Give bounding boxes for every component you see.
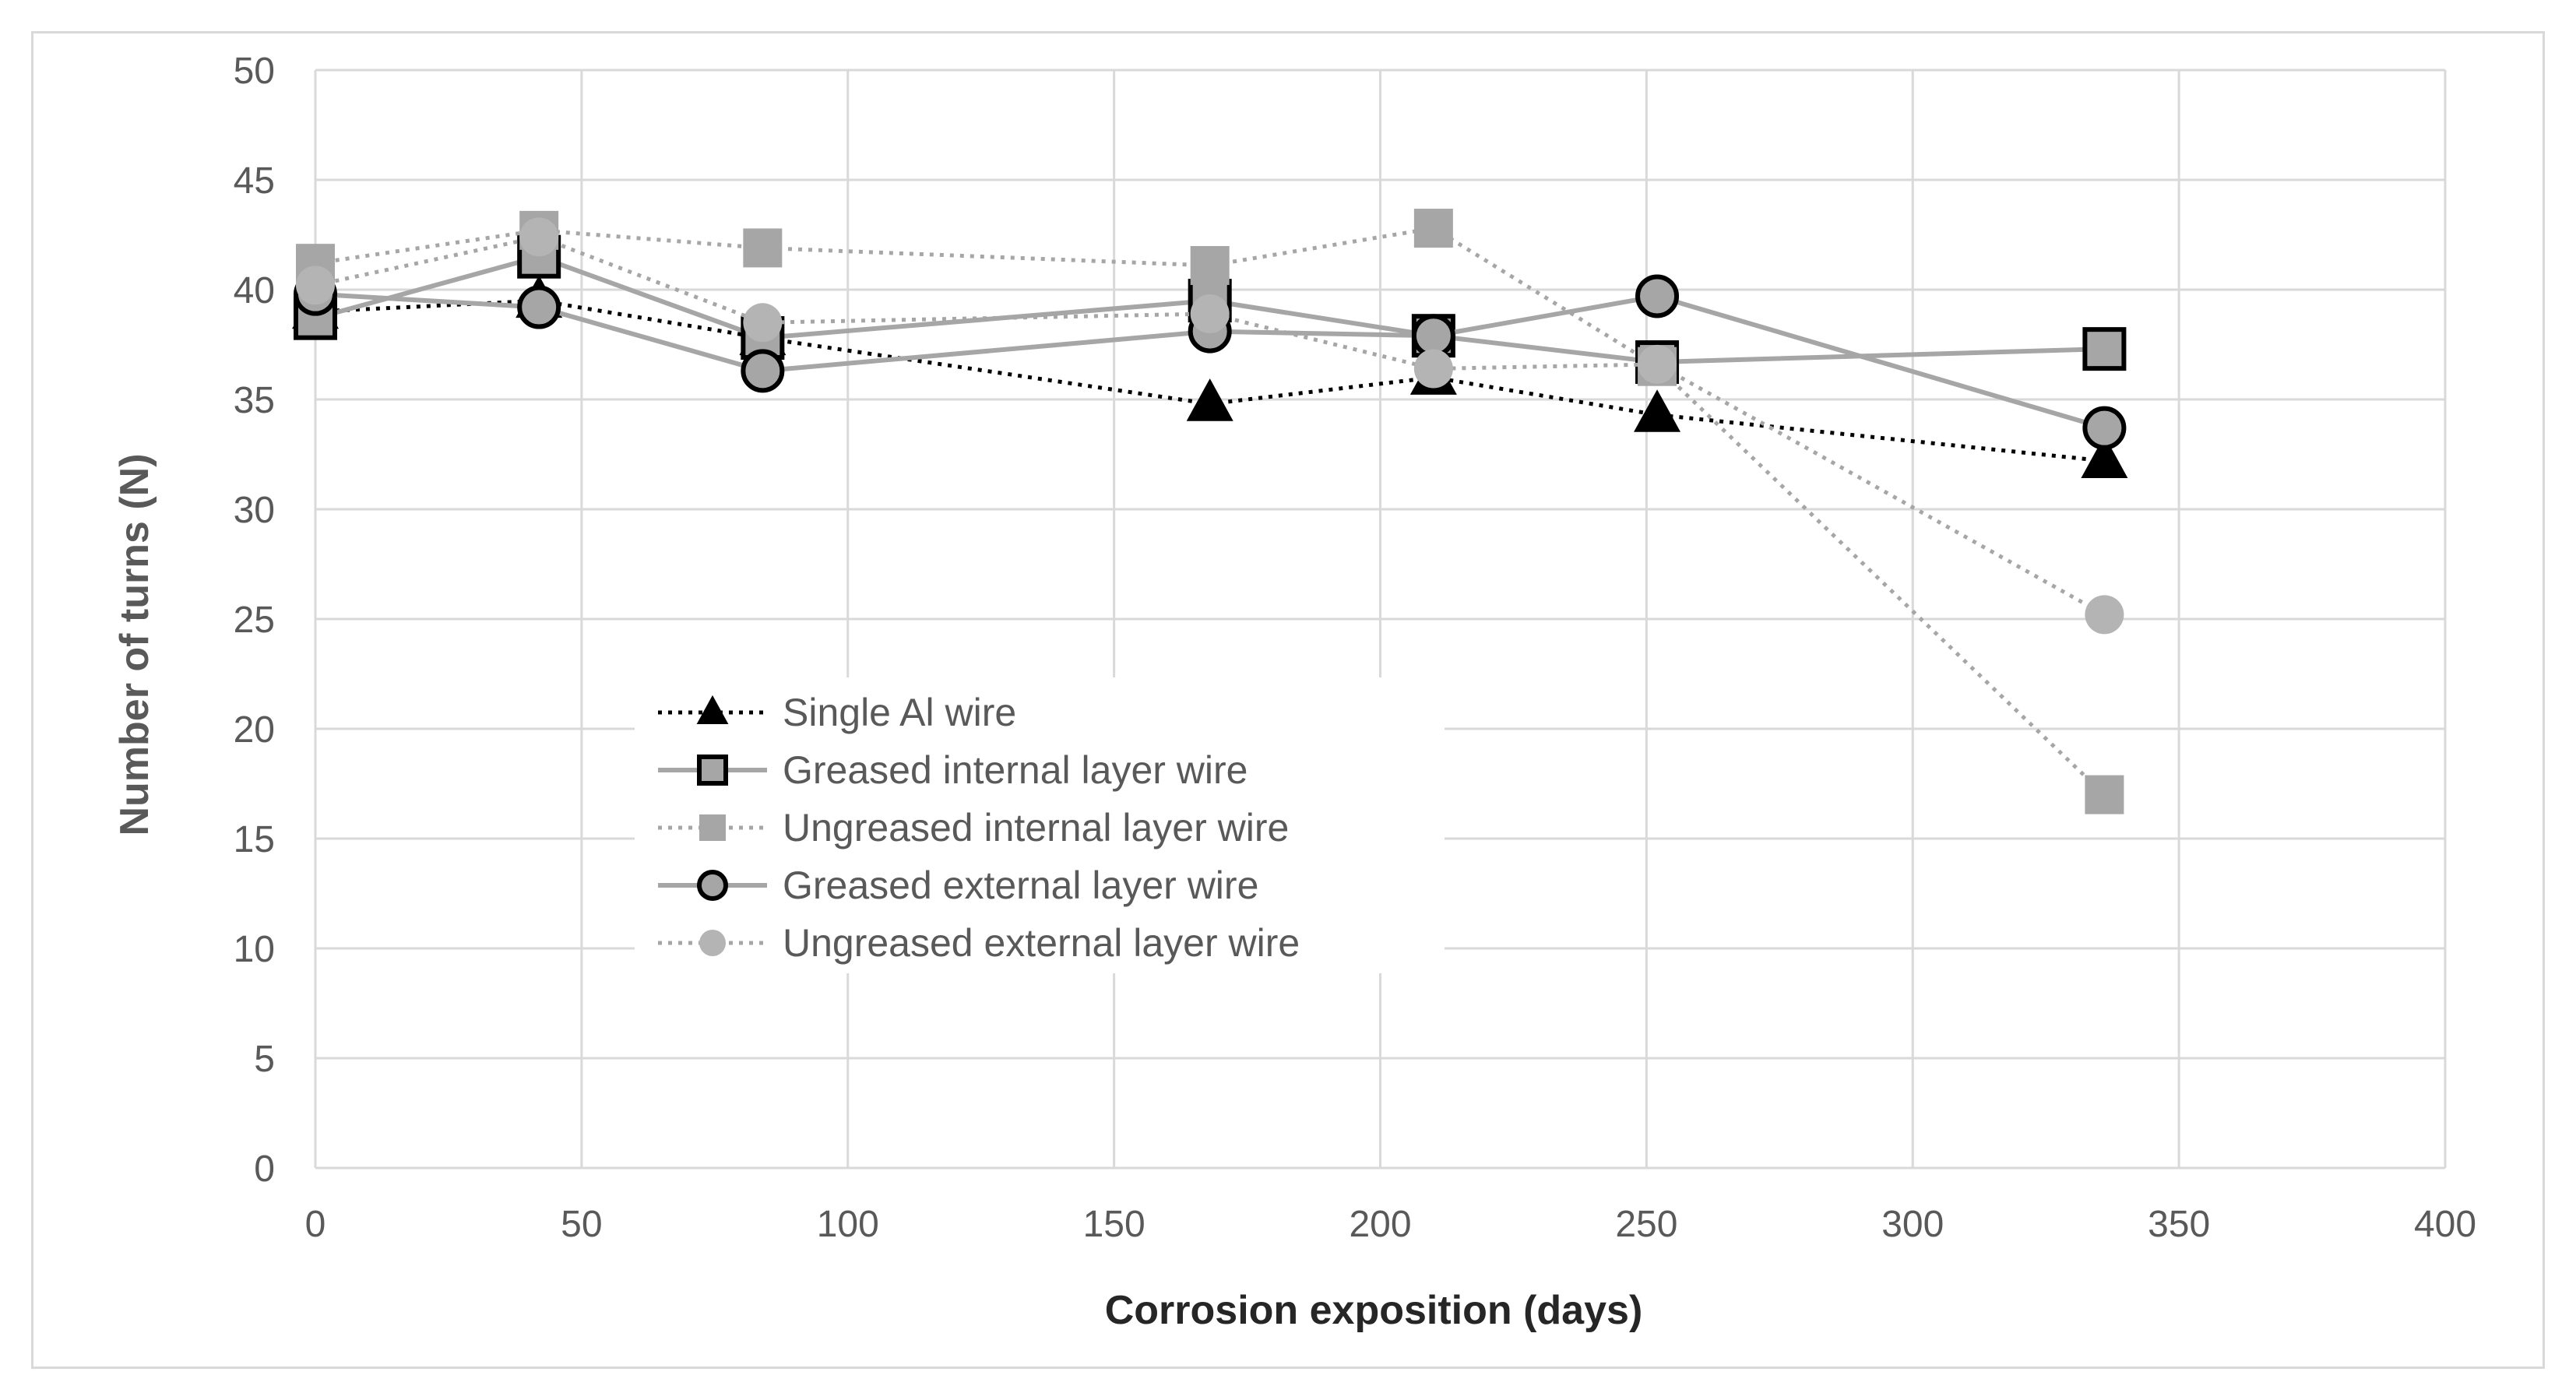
- y-tick-label: 20: [234, 709, 275, 751]
- data-point: [1635, 274, 1680, 318]
- data-point: [741, 349, 785, 393]
- x-axis-title: Corrosion exposition (days): [1105, 1288, 1643, 1333]
- x-tick-label: 350: [2148, 1204, 2210, 1245]
- data-point: [1190, 245, 1230, 285]
- legend-background: [635, 677, 1445, 973]
- y-tick-label: 50: [234, 51, 275, 92]
- data-point: [1638, 344, 1677, 384]
- x-tick-label: 250: [1615, 1204, 1677, 1245]
- data-point: [2082, 327, 2127, 371]
- x-tick-label: 100: [817, 1204, 879, 1245]
- data-point: [2081, 435, 2128, 479]
- axis-layer: 0 5 10 15 20 25 30 35 40 45 50 0 50 100 150 200 250 300 35…: [234, 51, 2476, 1245]
- data-point: [1634, 389, 1681, 432]
- grid-layer: [314, 69, 2447, 1170]
- y-tick-label: 15: [234, 819, 275, 860]
- legend-marker-2: [697, 755, 728, 786]
- legend-marker-3: [699, 814, 726, 841]
- y-tick-label: 30: [234, 490, 275, 531]
- y-tick-label: 0: [254, 1148, 275, 1190]
- y-tick-label: 25: [234, 600, 275, 641]
- y-tick-label: 5: [254, 1039, 275, 1080]
- x-tick-label: 200: [1349, 1204, 1411, 1245]
- legend-marker-5: [699, 930, 726, 956]
- legend-label-5: Ungreased external layer wire: [783, 921, 1300, 965]
- data-point: [1413, 209, 1453, 248]
- data-point: [517, 285, 561, 329]
- legend-marker-4: [697, 870, 728, 901]
- data-point: [2082, 406, 2127, 450]
- data-point: [296, 266, 335, 305]
- data-point: [743, 228, 783, 268]
- data-point: [1413, 349, 1453, 389]
- data-point: [1190, 294, 1230, 334]
- x-tick-label: 400: [2414, 1204, 2476, 1245]
- data-point: [2085, 595, 2124, 635]
- y-axis-title: Number of turns (N): [112, 453, 157, 835]
- x-tick-label: 300: [1881, 1204, 1944, 1245]
- data-point: [1186, 378, 1233, 421]
- data-point: [743, 303, 783, 343]
- y-tick-label: 40: [234, 270, 275, 311]
- legend-label-1: Single Al wire: [783, 691, 1016, 734]
- legend-label-3: Ungreased internal layer wire: [783, 806, 1289, 849]
- data-point: [519, 217, 559, 257]
- series-5: [296, 217, 2124, 635]
- legend-label-2: Greased internal layer wire: [783, 748, 1248, 792]
- series-layer: [292, 209, 2128, 814]
- data-point: [2085, 775, 2124, 814]
- legend: Single Al wire Greased internal layer wir…: [635, 677, 1445, 973]
- y-tick-label: 10: [234, 929, 275, 970]
- x-tick-label: 50: [561, 1204, 602, 1245]
- y-tick-label: 35: [234, 380, 275, 421]
- y-tick-label: 45: [234, 160, 275, 202]
- legend-marker-1: [696, 695, 729, 724]
- x-tick-label: 0: [305, 1204, 326, 1245]
- legend-label-4: Greased external layer wire: [783, 864, 1258, 907]
- x-tick-label: 150: [1083, 1204, 1145, 1245]
